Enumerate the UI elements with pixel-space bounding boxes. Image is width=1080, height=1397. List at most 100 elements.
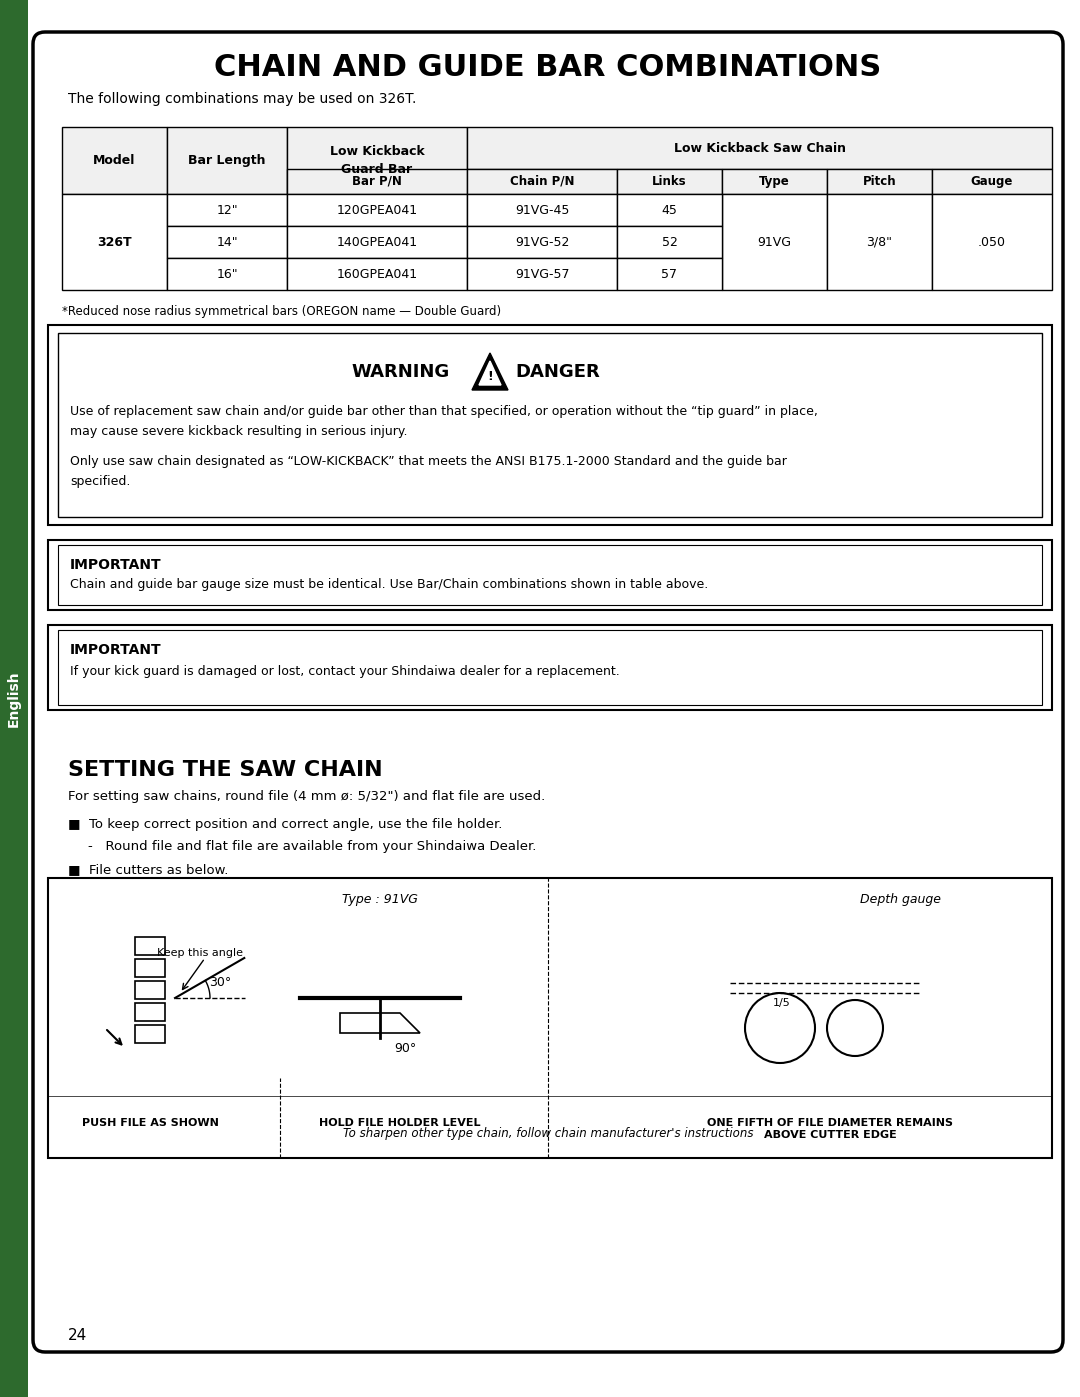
- Text: PUSH FILE AS SHOWN: PUSH FILE AS SHOWN: [82, 1118, 218, 1127]
- FancyBboxPatch shape: [287, 169, 467, 194]
- FancyBboxPatch shape: [0, 0, 28, 1397]
- FancyBboxPatch shape: [467, 169, 617, 194]
- FancyBboxPatch shape: [287, 194, 467, 226]
- Text: To sharpen other type chain, follow chain manufacturer's instructions: To sharpen other type chain, follow chai…: [342, 1127, 753, 1140]
- FancyBboxPatch shape: [58, 630, 1042, 705]
- Text: ■  To keep correct position and correct angle, use the file holder.: ■ To keep correct position and correct a…: [68, 819, 502, 831]
- Text: 12": 12": [216, 204, 238, 217]
- FancyBboxPatch shape: [827, 169, 932, 194]
- Text: Use of replacement saw chain and/or guide bar other than that specified, or oper: Use of replacement saw chain and/or guid…: [70, 405, 818, 418]
- FancyBboxPatch shape: [827, 194, 932, 291]
- Text: SETTING THE SAW CHAIN: SETTING THE SAW CHAIN: [68, 760, 382, 780]
- FancyBboxPatch shape: [62, 194, 167, 291]
- FancyBboxPatch shape: [287, 258, 467, 291]
- Text: 326T: 326T: [97, 236, 132, 249]
- Text: 45: 45: [662, 204, 677, 217]
- Text: 91VG-57: 91VG-57: [515, 267, 569, 281]
- Text: Type : 91VG: Type : 91VG: [342, 893, 418, 907]
- FancyBboxPatch shape: [287, 127, 467, 194]
- Text: 1/5: 1/5: [773, 997, 791, 1009]
- FancyBboxPatch shape: [617, 258, 723, 291]
- Text: Model: Model: [93, 154, 136, 168]
- FancyBboxPatch shape: [167, 194, 287, 226]
- FancyBboxPatch shape: [135, 937, 165, 956]
- Text: Type: Type: [759, 175, 789, 189]
- Text: Gauge: Gauge: [971, 175, 1013, 189]
- Text: Bar P/N: Bar P/N: [352, 175, 402, 189]
- Circle shape: [745, 993, 815, 1063]
- FancyBboxPatch shape: [62, 127, 167, 194]
- Text: IMPORTANT: IMPORTANT: [70, 643, 162, 657]
- Text: Links: Links: [652, 175, 687, 189]
- Text: ■  File cutters as below.: ■ File cutters as below.: [68, 863, 228, 876]
- Text: 16": 16": [216, 267, 238, 281]
- Text: Chain P/N: Chain P/N: [510, 175, 575, 189]
- Text: 52: 52: [662, 236, 677, 249]
- Text: 57: 57: [661, 267, 677, 281]
- FancyBboxPatch shape: [467, 226, 617, 258]
- FancyBboxPatch shape: [135, 981, 165, 999]
- FancyBboxPatch shape: [167, 127, 287, 194]
- Text: ONE FIFTH OF FILE DIAMETER REMAINS
ABOVE CUTTER EDGE: ONE FIFTH OF FILE DIAMETER REMAINS ABOVE…: [707, 1118, 953, 1140]
- Circle shape: [827, 1000, 883, 1056]
- FancyBboxPatch shape: [467, 258, 617, 291]
- Text: WARNING: WARNING: [352, 363, 450, 381]
- Text: .050: .050: [978, 236, 1005, 249]
- Text: 160GPEA041: 160GPEA041: [337, 267, 418, 281]
- FancyBboxPatch shape: [932, 169, 1052, 194]
- FancyBboxPatch shape: [135, 1003, 165, 1021]
- Text: 91VG: 91VG: [757, 236, 792, 249]
- FancyBboxPatch shape: [932, 194, 1052, 291]
- Text: 14": 14": [216, 236, 238, 249]
- Text: 30°: 30°: [208, 977, 231, 989]
- Text: may cause severe kickback resulting in serious injury.: may cause severe kickback resulting in s…: [70, 425, 407, 439]
- FancyBboxPatch shape: [135, 1025, 165, 1044]
- Text: Only use saw chain designated as “LOW-KICKBACK” that meets the ANSI B175.1-2000 : Only use saw chain designated as “LOW-KI…: [70, 455, 787, 468]
- Text: Pitch: Pitch: [863, 175, 896, 189]
- Text: Chain and guide bar gauge size must be identical. Use Bar/Chain combinations sho: Chain and guide bar gauge size must be i…: [70, 578, 708, 591]
- Text: Low Kickback Saw Chain: Low Kickback Saw Chain: [674, 141, 846, 155]
- Polygon shape: [472, 353, 508, 390]
- Text: 91VG-45: 91VG-45: [515, 204, 569, 217]
- Text: English: English: [6, 671, 21, 728]
- Text: *Reduced nose radius symmetrical bars (OREGON name — Double Guard): *Reduced nose radius symmetrical bars (O…: [62, 305, 501, 319]
- FancyBboxPatch shape: [48, 326, 1052, 525]
- Text: !: !: [487, 370, 492, 384]
- FancyBboxPatch shape: [467, 194, 617, 226]
- Text: Low Kickback
Guard Bar: Low Kickback Guard Bar: [329, 145, 424, 176]
- FancyBboxPatch shape: [135, 958, 165, 977]
- FancyBboxPatch shape: [723, 194, 827, 291]
- Text: 3/8": 3/8": [866, 236, 892, 249]
- Polygon shape: [480, 360, 501, 386]
- FancyBboxPatch shape: [167, 226, 287, 258]
- Polygon shape: [340, 1013, 420, 1032]
- Text: 24: 24: [68, 1327, 87, 1343]
- Text: 91VG-52: 91VG-52: [515, 236, 569, 249]
- FancyBboxPatch shape: [167, 258, 287, 291]
- Text: Keep this angle: Keep this angle: [157, 949, 243, 958]
- Text: specified.: specified.: [70, 475, 131, 488]
- Text: -   Round file and flat file are available from your Shindaiwa Dealer.: - Round file and flat file are available…: [87, 840, 537, 854]
- Text: DANGER: DANGER: [515, 363, 599, 381]
- Text: CHAIN AND GUIDE BAR COMBINATIONS: CHAIN AND GUIDE BAR COMBINATIONS: [214, 53, 881, 81]
- FancyBboxPatch shape: [48, 624, 1052, 710]
- FancyBboxPatch shape: [723, 169, 827, 194]
- Text: Bar Length: Bar Length: [188, 154, 266, 168]
- Text: Depth gauge: Depth gauge: [860, 893, 941, 907]
- FancyBboxPatch shape: [48, 877, 1052, 1158]
- FancyBboxPatch shape: [58, 545, 1042, 605]
- FancyBboxPatch shape: [48, 541, 1052, 610]
- FancyBboxPatch shape: [617, 194, 723, 226]
- FancyBboxPatch shape: [33, 32, 1063, 1352]
- Text: 140GPEA041: 140GPEA041: [337, 236, 418, 249]
- Text: The following combinations may be used on 326T.: The following combinations may be used o…: [68, 92, 417, 106]
- Text: 90°: 90°: [394, 1042, 416, 1055]
- Text: For setting saw chains, round file (4 mm ø: 5/32") and flat file are used.: For setting saw chains, round file (4 mm…: [68, 789, 545, 803]
- FancyBboxPatch shape: [287, 226, 467, 258]
- Text: 120GPEA041: 120GPEA041: [337, 204, 418, 217]
- FancyBboxPatch shape: [617, 226, 723, 258]
- FancyBboxPatch shape: [617, 169, 723, 194]
- FancyBboxPatch shape: [467, 127, 1052, 169]
- Text: IMPORTANT: IMPORTANT: [70, 557, 162, 571]
- Text: HOLD FILE HOLDER LEVEL: HOLD FILE HOLDER LEVEL: [320, 1118, 481, 1127]
